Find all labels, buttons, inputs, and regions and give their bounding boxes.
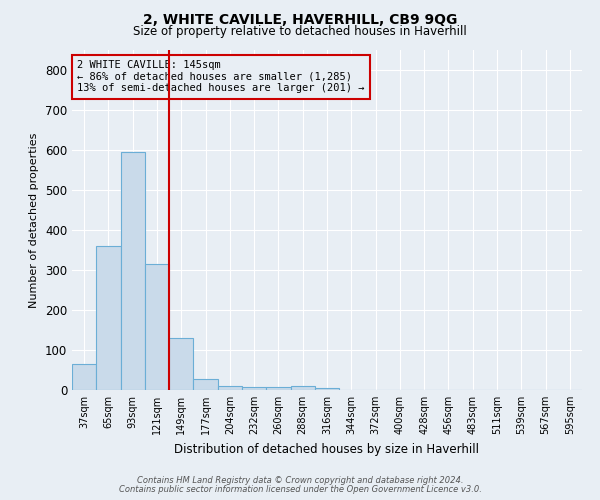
Text: 2, WHITE CAVILLE, HAVERHILL, CB9 9QG: 2, WHITE CAVILLE, HAVERHILL, CB9 9QG — [143, 12, 457, 26]
Text: 2 WHITE CAVILLE: 145sqm
← 86% of detached houses are smaller (1,285)
13% of semi: 2 WHITE CAVILLE: 145sqm ← 86% of detache… — [77, 60, 365, 94]
Bar — [290, 386, 315, 390]
Y-axis label: Number of detached properties: Number of detached properties — [29, 132, 40, 308]
Bar — [242, 387, 266, 390]
X-axis label: Distribution of detached houses by size in Haverhill: Distribution of detached houses by size … — [175, 442, 479, 456]
Bar — [193, 379, 218, 390]
Bar — [121, 152, 145, 390]
Bar — [169, 338, 193, 390]
Bar — [218, 386, 242, 390]
Text: Contains HM Land Registry data © Crown copyright and database right 2024.: Contains HM Land Registry data © Crown c… — [137, 476, 463, 485]
Bar — [266, 387, 290, 390]
Bar — [72, 364, 96, 390]
Bar — [315, 388, 339, 390]
Text: Size of property relative to detached houses in Haverhill: Size of property relative to detached ho… — [133, 25, 467, 38]
Bar — [145, 264, 169, 390]
Bar — [96, 246, 121, 390]
Text: Contains public sector information licensed under the Open Government Licence v3: Contains public sector information licen… — [119, 485, 481, 494]
